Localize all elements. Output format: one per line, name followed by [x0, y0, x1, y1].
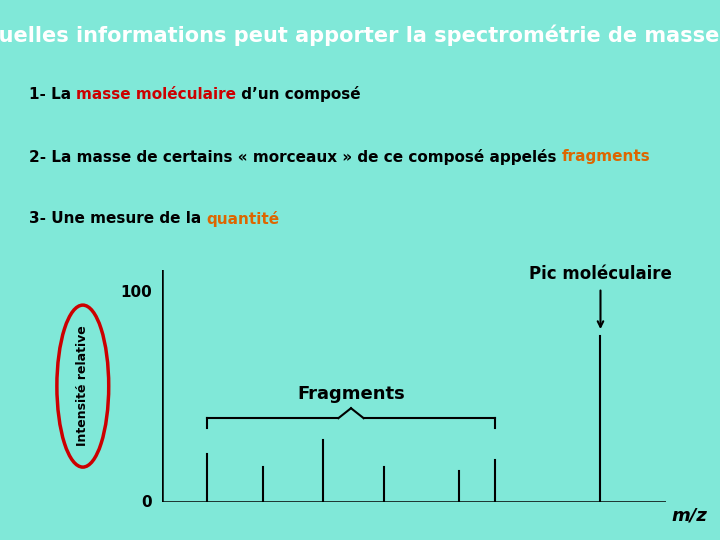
- Text: Intensité relative: Intensité relative: [76, 326, 89, 447]
- Text: 2- La masse de certains « morceaux » de ce composé appelés: 2- La masse de certains « morceaux » de …: [29, 148, 562, 165]
- Text: 100: 100: [120, 285, 152, 300]
- Text: 0: 0: [141, 495, 152, 510]
- Text: m/z: m/z: [671, 507, 707, 524]
- Text: Pic moléculaire: Pic moléculaire: [529, 265, 672, 284]
- Text: quantité: quantité: [207, 211, 279, 227]
- Text: 3- Une mesure de la: 3- Une mesure de la: [29, 211, 207, 226]
- Text: masse moléculaire: masse moléculaire: [76, 87, 236, 102]
- Text: 1- La: 1- La: [29, 87, 76, 102]
- Text: d’un composé: d’un composé: [236, 86, 361, 103]
- Text: fragments: fragments: [562, 149, 650, 164]
- Text: Quelles informations peut apporter la spectrométrie de masse ?: Quelles informations peut apporter la sp…: [0, 24, 720, 46]
- Text: Fragments: Fragments: [297, 384, 405, 403]
